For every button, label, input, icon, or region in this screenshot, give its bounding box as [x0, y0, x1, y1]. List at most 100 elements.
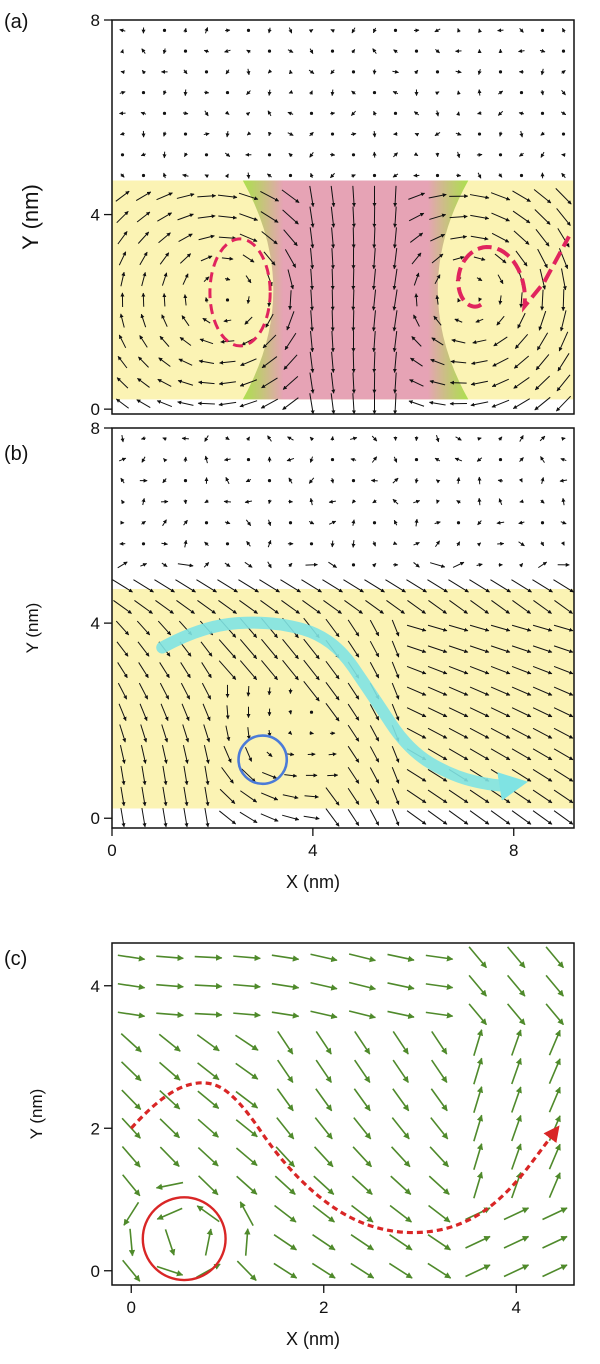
field-arrow	[204, 174, 210, 179]
field-arrow	[182, 273, 189, 285]
field-arrow	[310, 331, 315, 353]
field-arrow	[427, 769, 448, 782]
field-arrow	[204, 1228, 213, 1256]
field-arrow	[288, 477, 293, 484]
field-arrow	[471, 360, 488, 366]
field-arrow	[141, 807, 147, 828]
field-arrow	[347, 703, 360, 721]
field-arrow	[122, 1259, 141, 1282]
field-arrow	[553, 645, 574, 653]
field-arrow	[325, 787, 340, 806]
field-arrow	[303, 659, 320, 681]
field-arrow	[369, 746, 380, 763]
field-arrow	[287, 436, 294, 441]
field-arrow	[392, 91, 399, 95]
field-arrow	[225, 69, 230, 75]
field-arrow	[354, 1031, 371, 1055]
field-arrow	[369, 809, 380, 826]
field-arrow	[113, 600, 132, 614]
field-arrow	[330, 268, 335, 290]
field-arrow	[261, 377, 278, 389]
field-arrow	[456, 173, 462, 178]
field-arrow	[351, 90, 356, 95]
field-arrow	[477, 497, 482, 506]
field-arrow	[309, 227, 315, 249]
field-dot	[561, 132, 566, 136]
field-arrow	[163, 90, 167, 96]
field-arrow	[557, 228, 570, 248]
field-arrow	[277, 1031, 294, 1055]
field-arrow	[217, 194, 238, 199]
field-arrow	[498, 436, 503, 441]
field-arrow	[553, 579, 574, 593]
field-arrow	[535, 229, 550, 247]
field-arrow	[406, 769, 427, 782]
field-arrow	[267, 499, 272, 505]
field-arrow	[555, 188, 572, 205]
y-tick-label: 2	[91, 1119, 100, 1138]
field-arrow	[491, 378, 509, 388]
field-arrow	[427, 810, 448, 825]
field-arrow	[351, 310, 356, 332]
field-arrow	[330, 185, 336, 208]
field-arrow	[344, 600, 363, 614]
field-arrow	[497, 90, 504, 95]
field-arrow	[118, 457, 127, 462]
y-tick-label: 0	[91, 809, 100, 828]
field-dot	[351, 153, 356, 157]
field-arrow	[465, 1264, 491, 1278]
field-arrow	[309, 206, 315, 228]
field-arrow	[239, 379, 258, 387]
y-tick-label: 0	[91, 400, 100, 419]
field-arrow	[430, 1117, 449, 1140]
field-dot	[435, 70, 440, 74]
field-arrow	[156, 192, 173, 201]
field-arrow	[203, 276, 210, 282]
field-arrow	[310, 268, 314, 290]
field-arrow	[239, 600, 258, 614]
field-arrow	[119, 90, 126, 95]
field-arrow	[540, 289, 545, 311]
field-arrow	[469, 579, 490, 593]
field-arrow	[470, 380, 489, 386]
field-arrow	[154, 579, 175, 593]
field-arrow	[282, 397, 299, 410]
field-arrow	[372, 331, 377, 353]
field-arrow	[310, 310, 314, 332]
field-arrow	[275, 1146, 296, 1168]
field-arrow	[457, 28, 461, 33]
field-arrow	[120, 765, 126, 786]
field-arrow	[276, 1059, 294, 1083]
field-arrow	[429, 213, 447, 220]
field-arrow	[553, 769, 574, 782]
field-arrow	[511, 645, 532, 653]
field-arrow	[204, 435, 209, 442]
field-arrow	[276, 1117, 295, 1140]
field-arrow	[162, 437, 167, 442]
field-arrow	[406, 789, 427, 804]
field-arrow	[315, 1088, 333, 1112]
field-arrow	[203, 132, 210, 137]
field-arrow	[351, 227, 356, 249]
panel-c: (c) 0 2 4 0 2 4 Y (nm) X (nm)	[4, 942, 575, 1349]
field-arrow	[560, 541, 565, 546]
field-arrow	[473, 1143, 484, 1170]
field-arrow	[393, 185, 398, 208]
field-arrow	[287, 111, 294, 116]
field-arrow	[281, 189, 300, 204]
field-arrow	[183, 27, 188, 33]
field-arrow	[469, 748, 490, 761]
field-arrow	[406, 645, 427, 653]
field-arrow	[560, 111, 567, 116]
field-arrow	[511, 579, 532, 593]
field-arrow	[139, 335, 148, 348]
field-arrow	[141, 48, 146, 54]
field-arrow	[511, 707, 532, 718]
field-arrow	[246, 131, 252, 136]
field-arrow	[323, 600, 342, 614]
field-arrow	[223, 745, 232, 763]
field-arrow	[491, 212, 510, 222]
field-arrow	[330, 436, 335, 441]
field-arrow	[157, 378, 172, 387]
field-arrow	[532, 748, 553, 761]
